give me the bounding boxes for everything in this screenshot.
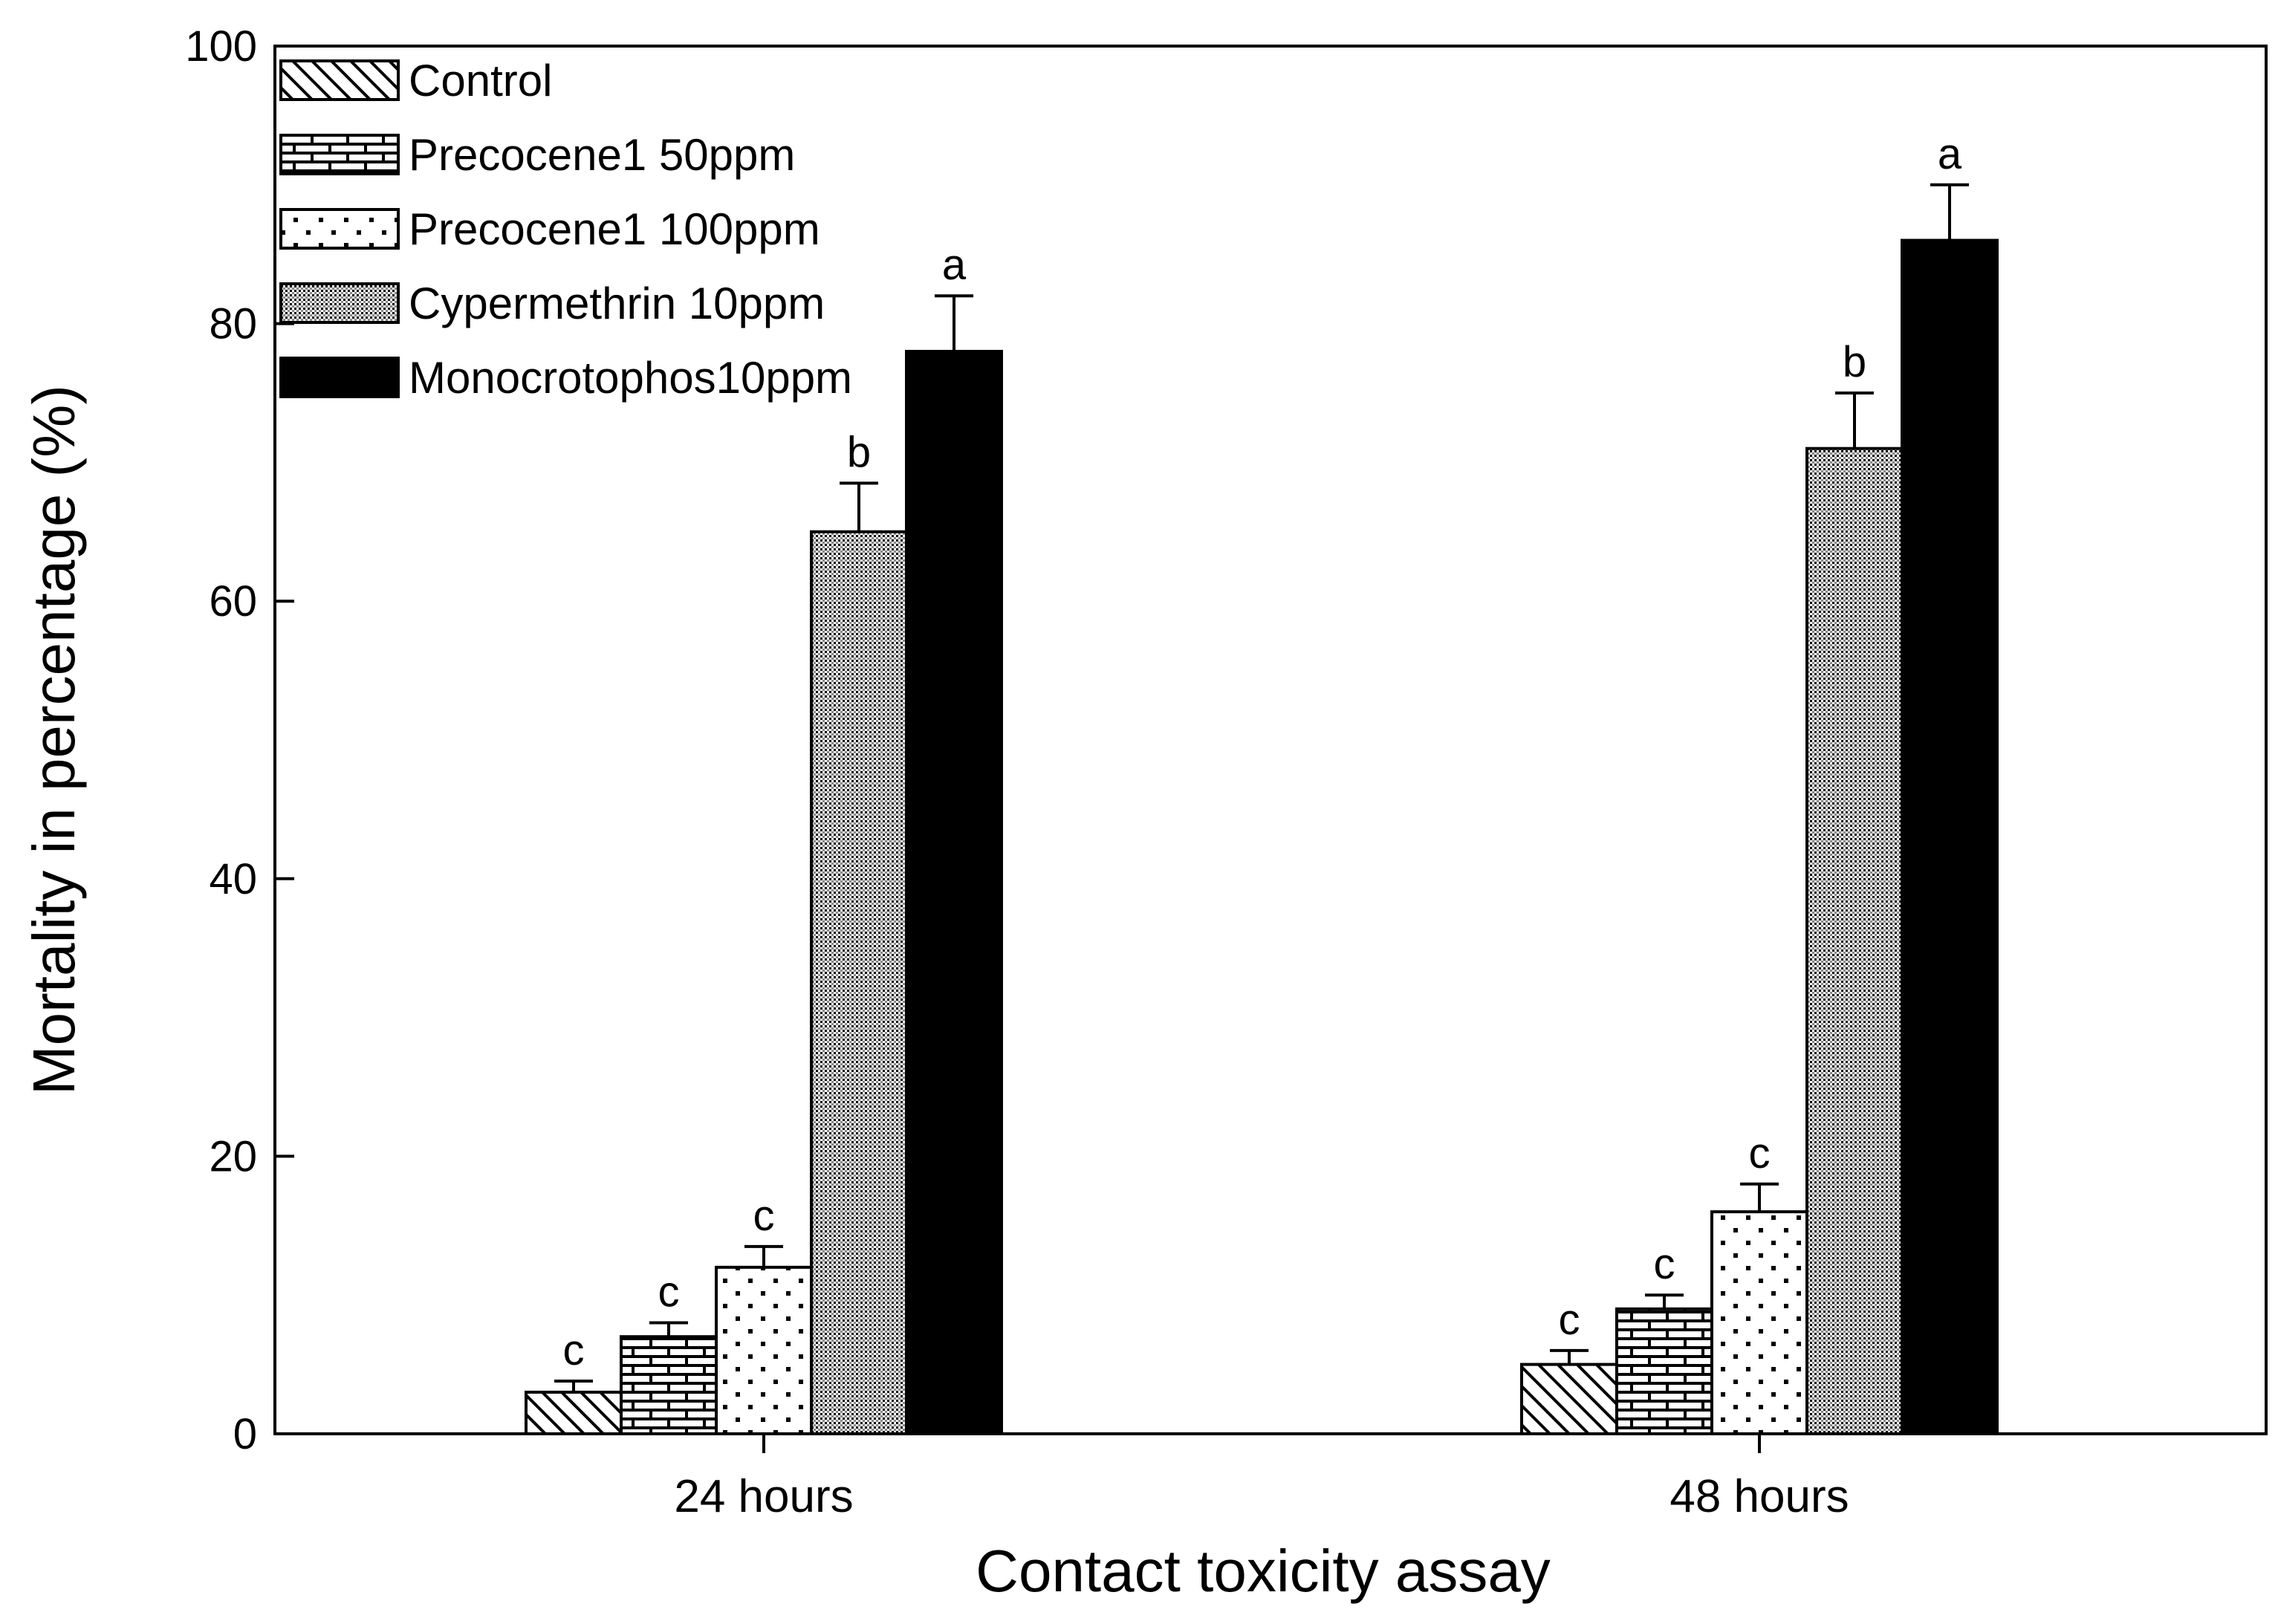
y-tick-label: 60 bbox=[209, 577, 257, 626]
legend: Control Precocene1 50ppm Precocene1 100ppm… bbox=[279, 56, 852, 403]
bar bbox=[1710, 1210, 1808, 1435]
y-tick-label: 0 bbox=[233, 1410, 257, 1458]
significance-letter: b bbox=[1843, 338, 1866, 386]
legend-label: Control bbox=[409, 56, 552, 105]
y-axis-title: Mortality in percentage (%) bbox=[21, 385, 87, 1095]
bar bbox=[715, 1265, 813, 1435]
significance-letter: a bbox=[942, 241, 967, 289]
bar bbox=[1901, 238, 1999, 1435]
x-tick-label: 48 hours bbox=[1669, 1471, 1849, 1522]
legend-swatch bbox=[279, 282, 400, 324]
legend-swatch bbox=[279, 357, 400, 398]
bar bbox=[620, 1335, 718, 1435]
bar-series-group: c c c b a c c c b a bbox=[525, 130, 1999, 1436]
y-tick-label: 20 bbox=[209, 1132, 257, 1180]
legend-swatch bbox=[279, 59, 400, 101]
significance-letter: c bbox=[658, 1268, 680, 1316]
x-tick-label: 24 hours bbox=[674, 1471, 853, 1522]
y-axis: 0 20 40 60 80 100 bbox=[185, 22, 294, 1458]
legend-swatch bbox=[279, 134, 400, 175]
bar bbox=[525, 1390, 623, 1435]
plot-frame bbox=[273, 45, 2268, 1435]
significance-letter: c bbox=[1654, 1240, 1675, 1288]
y-tick-label: 100 bbox=[185, 22, 257, 71]
x-axis: 24 hours 48 hours bbox=[674, 1434, 1849, 1522]
y-tick-label: 40 bbox=[209, 855, 257, 903]
legend-label: Precocene1 50ppm bbox=[409, 130, 795, 180]
significance-letter: a bbox=[1938, 130, 1962, 178]
significance-letter: c bbox=[1749, 1129, 1771, 1178]
legend-swatch bbox=[279, 208, 400, 250]
legend-label: Precocene1 100ppm bbox=[409, 204, 820, 254]
significance-letter: c bbox=[753, 1192, 775, 1240]
bar bbox=[1805, 446, 1904, 1435]
legend-label: Cypermethrin 10ppm bbox=[409, 279, 825, 328]
x-axis-title: Contact toxicity assay bbox=[976, 1538, 1551, 1604]
significance-letter: c bbox=[563, 1326, 585, 1374]
significance-letter: b bbox=[847, 428, 871, 476]
significance-letter: c bbox=[1559, 1296, 1580, 1344]
bar bbox=[1615, 1307, 1713, 1435]
y-tick-label: 80 bbox=[209, 300, 257, 348]
bar bbox=[810, 530, 908, 1435]
bar bbox=[1520, 1362, 1618, 1435]
bar bbox=[905, 349, 1003, 1436]
legend-label: Monocrotophos10ppm bbox=[409, 353, 852, 403]
